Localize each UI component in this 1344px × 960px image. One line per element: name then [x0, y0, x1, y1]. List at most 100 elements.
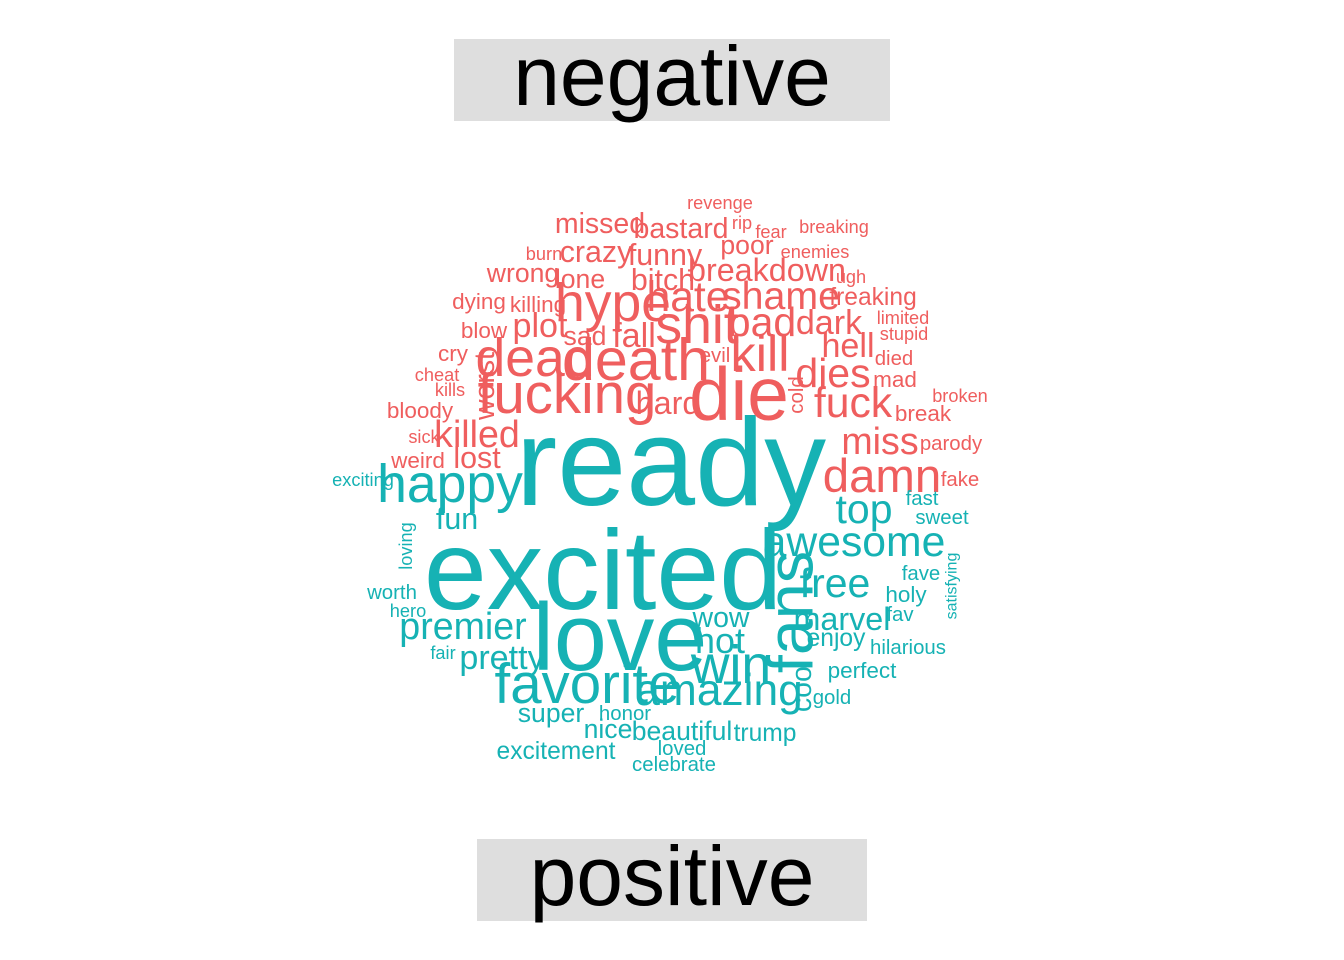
word-revenge: revenge: [687, 193, 753, 213]
word-honor: honor: [599, 703, 651, 725]
word-hell: hell: [821, 327, 874, 365]
word-excitement: excitement: [497, 738, 616, 765]
word-kill: kill: [731, 325, 790, 382]
word-shame: shame: [722, 274, 840, 318]
word-exciting: exciting: [332, 470, 394, 490]
word-loved: loved: [658, 738, 707, 760]
word-hot: hot: [695, 621, 745, 661]
negative-group-label: negative: [513, 29, 831, 123]
word-satisfying: satisfying: [944, 553, 961, 620]
word-sad: sad: [564, 321, 607, 351]
word-fast: fast: [906, 488, 939, 510]
word-perfect: perfect: [828, 658, 898, 683]
word-limited: limited: [877, 308, 930, 328]
word-hard: hard: [636, 385, 701, 421]
word-cool: cool: [786, 660, 818, 712]
word-mad: mad: [873, 367, 917, 392]
word-evil: evil: [700, 345, 731, 367]
word-damn: damn: [823, 450, 942, 503]
word-cheat: cheat: [415, 365, 460, 385]
word-burn: burn: [526, 244, 562, 264]
word-miss: miss: [841, 420, 918, 462]
word-weird: weird: [390, 448, 445, 473]
word-kills: kills: [435, 380, 465, 400]
word-hilarious: hilarious: [870, 637, 946, 659]
word-fake: fake: [941, 469, 980, 491]
word-dark: dark: [796, 304, 863, 342]
word-sick: sick: [408, 427, 440, 447]
word-hero: hero: [390, 601, 426, 621]
word-lost: lost: [453, 441, 501, 475]
word-trump: trump: [734, 720, 797, 747]
negative-group-label-box: negative: [454, 34, 890, 121]
word-loving: loving: [396, 522, 416, 570]
word-shit: shit: [655, 296, 738, 355]
word-pretty: pretty: [459, 639, 544, 677]
word-hype: hype: [555, 274, 671, 333]
word-ready: ready: [516, 394, 826, 532]
word-super: super: [518, 698, 585, 728]
word-win: win: [690, 636, 771, 695]
word-killing: killing: [510, 292, 566, 317]
word-marvel: marvel: [794, 601, 891, 637]
word-fuck: fuck: [814, 379, 893, 427]
word-fav: fav: [886, 604, 914, 626]
word-crazy: crazy: [560, 235, 633, 269]
word-died: died: [875, 348, 914, 370]
word-bad: bad: [728, 299, 796, 345]
word-parody: parody: [920, 433, 983, 455]
word-poor: poor: [720, 230, 773, 260]
word-nice: nice: [584, 714, 633, 744]
word-worth: worth: [366, 582, 417, 604]
word-killed: killed: [434, 413, 520, 455]
word-love: love: [533, 585, 708, 691]
word-plot: plot: [513, 307, 568, 345]
positive-group-label: positive: [529, 829, 815, 923]
word-breaking: breaking: [799, 217, 869, 237]
word-fucking: fucking: [478, 362, 657, 425]
word-missed: missed: [555, 208, 645, 240]
word-beautiful: beautiful: [632, 716, 733, 746]
word-fair: fair: [430, 643, 455, 663]
word-awesome: awesome: [763, 518, 946, 566]
word-breakdown: breakdown: [688, 252, 846, 288]
word-bloody: bloody: [387, 398, 454, 423]
word-enjoy: enjoy: [807, 625, 866, 652]
word-cold: cold: [786, 376, 808, 413]
word-excited: excited: [424, 507, 782, 633]
word-fun: fun: [436, 502, 478, 536]
word-freaking: freaking: [829, 284, 917, 311]
word-amazing: amazing: [635, 666, 802, 715]
word-premier: premier: [399, 605, 526, 647]
word-break: break: [895, 401, 952, 426]
positive-group-label-box: positive: [477, 834, 867, 921]
word-favorite: favorite: [495, 652, 680, 715]
word-lone: lone: [555, 264, 605, 294]
word-top: top: [836, 486, 893, 532]
word-sweet: sweet: [915, 507, 969, 529]
word-dies: dies: [795, 350, 870, 396]
word-broken: broken: [932, 386, 988, 406]
word-worst: worst: [469, 352, 501, 421]
word-funny: funny: [628, 238, 703, 272]
word-rip: rip: [732, 213, 752, 233]
word-fear: fear: [755, 222, 786, 242]
word-dead: dead: [475, 329, 594, 388]
word-die: die: [689, 352, 789, 436]
word-fans: fans: [754, 551, 827, 673]
word-cry: cry: [438, 341, 469, 366]
word-wrong: wrong: [486, 258, 559, 288]
word-free: free: [800, 560, 871, 606]
word-stupid: stupid: [880, 324, 929, 344]
word-bastard: bastard: [633, 213, 728, 245]
word-holy: holy: [885, 582, 927, 607]
word-blow: blow: [461, 318, 508, 343]
word-bitch: bitch: [631, 263, 695, 297]
word-death: death: [562, 326, 710, 393]
word-happy: happy: [377, 455, 523, 514]
word-wow: wow: [691, 602, 749, 634]
word-ugh: ugh: [836, 267, 866, 287]
word-enemies: enemies: [781, 242, 850, 262]
word-fave: fave: [902, 563, 941, 585]
